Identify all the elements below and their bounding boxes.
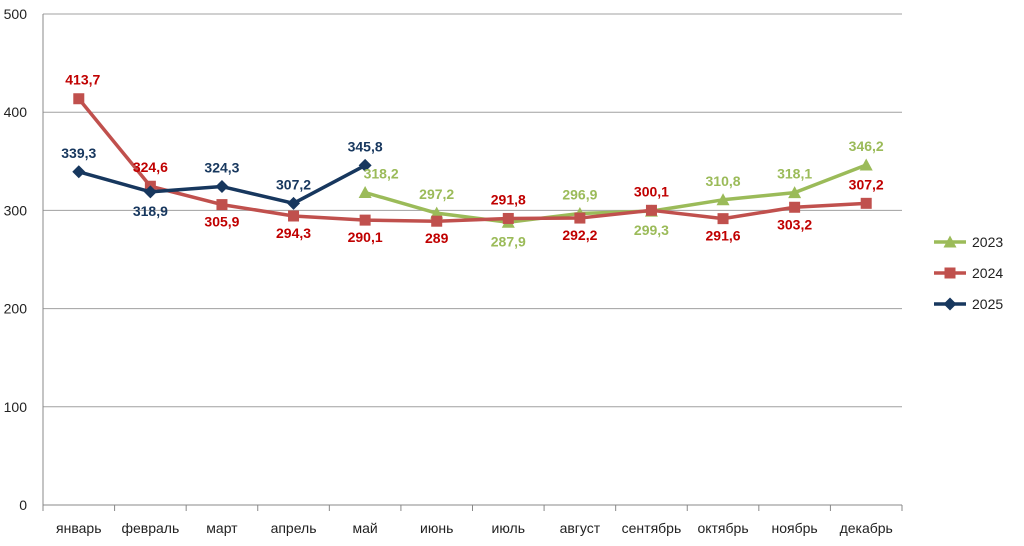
x-tick-label: июль	[492, 520, 525, 536]
series-layer	[72, 93, 873, 228]
data-point-2025	[215, 180, 229, 194]
data-label-2024: 300,1	[634, 183, 669, 199]
data-point-2025	[72, 165, 86, 179]
y-tick-label: 0	[19, 497, 27, 513]
y-tick-label: 100	[4, 399, 28, 415]
series-line-2024	[77, 97, 867, 223]
legend-marker-2025	[943, 297, 957, 311]
x-tick-label: февраль	[121, 520, 179, 536]
data-point-2024	[574, 212, 586, 224]
data-label-2023: 318,2	[364, 166, 399, 182]
y-tick-label: 500	[4, 6, 28, 22]
series-2024	[73, 93, 872, 227]
legend-label-2024: 2024	[972, 265, 1003, 281]
x-tick-label: ноябрь	[772, 520, 818, 536]
data-label-2023: 346,2	[849, 138, 884, 154]
data-point-2024	[288, 210, 300, 222]
data-label-2023: 296,9	[562, 186, 597, 202]
data-label-2024: 305,9	[204, 214, 239, 230]
legend-label-2025: 2025	[972, 296, 1003, 312]
data-point-2025	[287, 196, 301, 210]
data-label-2025: 324,3	[204, 160, 239, 176]
legend: 2023 2024 2025	[934, 234, 1003, 312]
label-layer: 318,2 297,2 287,9 296,9 299,3 310,8 318,1 346,2…	[61, 72, 884, 250]
data-point-2025	[143, 185, 157, 199]
data-label-2025: 318,9	[133, 203, 168, 219]
data-label-2024: 291,6	[706, 228, 741, 244]
data-label-2025: 307,2	[276, 176, 311, 192]
data-label-2025: 339,3	[61, 145, 96, 161]
data-label-2023: 310,8	[706, 173, 741, 189]
y-tick-label: 200	[4, 301, 28, 317]
series-line-2023	[364, 163, 867, 225]
x-tick-label: март	[206, 520, 238, 536]
data-label-2024: 294,3	[276, 225, 311, 241]
data-label-2023: 318,1	[777, 166, 812, 182]
data-point-2024	[860, 197, 872, 209]
data-label-2024: 303,2	[777, 216, 812, 232]
data-point-2024	[717, 213, 729, 225]
data-point-2023	[430, 206, 444, 219]
x-tick-label: май	[353, 520, 378, 536]
legend-label-2023: 2023	[972, 234, 1003, 250]
data-label-2023: 297,2	[419, 186, 454, 202]
x-tick-label: октябрь	[697, 520, 748, 536]
x-tick-label: август	[560, 520, 601, 536]
x-tick-label: декабрь	[840, 520, 893, 536]
data-label-2024: 290,1	[348, 229, 383, 245]
data-label-2024: 292,2	[562, 227, 597, 243]
data-label-2023: 287,9	[491, 233, 526, 249]
legend-item-2025: 2025	[934, 296, 1003, 312]
legend-marker-2023	[943, 235, 957, 248]
data-label-2023: 299,3	[634, 222, 669, 238]
x-tick-label: июнь	[420, 520, 453, 536]
y-tick-label: 400	[4, 104, 28, 120]
data-label-2025: 345,8	[348, 138, 383, 154]
data-point-2024	[502, 212, 514, 224]
data-point-2024	[645, 204, 657, 216]
y-tick-label: 300	[4, 202, 28, 218]
axis-layer: 0 100 200 300 400 500 январь февраль март апрель м…	[4, 6, 903, 536]
data-label-2024: 289	[425, 230, 449, 246]
data-point-2024	[789, 201, 801, 213]
data-label-2024: 413,7	[65, 72, 100, 88]
data-point-2023	[859, 158, 873, 171]
x-tick-label: сентябрь	[622, 520, 682, 536]
legend-item-2024: 2024	[934, 265, 1003, 281]
data-label-2024: 307,2	[849, 176, 884, 192]
legend-marker-2024	[944, 267, 956, 279]
data-point-2024	[216, 199, 228, 211]
data-point-2025	[358, 158, 372, 172]
data-point-2023	[788, 186, 802, 199]
data-point-2023	[716, 193, 730, 206]
data-point-2024	[431, 215, 443, 227]
data-point-2023	[358, 186, 372, 199]
data-label-2024: 291,8	[491, 191, 526, 207]
legend-item-2023: 2023	[934, 234, 1003, 250]
x-tick-label: январь	[56, 520, 101, 536]
data-point-2024	[359, 214, 371, 226]
data-label-2024: 324,6	[133, 159, 168, 175]
data-point-2024	[73, 93, 85, 105]
x-tick-label: апрель	[271, 520, 317, 536]
series-2025	[72, 158, 372, 210]
grid-layer	[43, 13, 902, 408]
